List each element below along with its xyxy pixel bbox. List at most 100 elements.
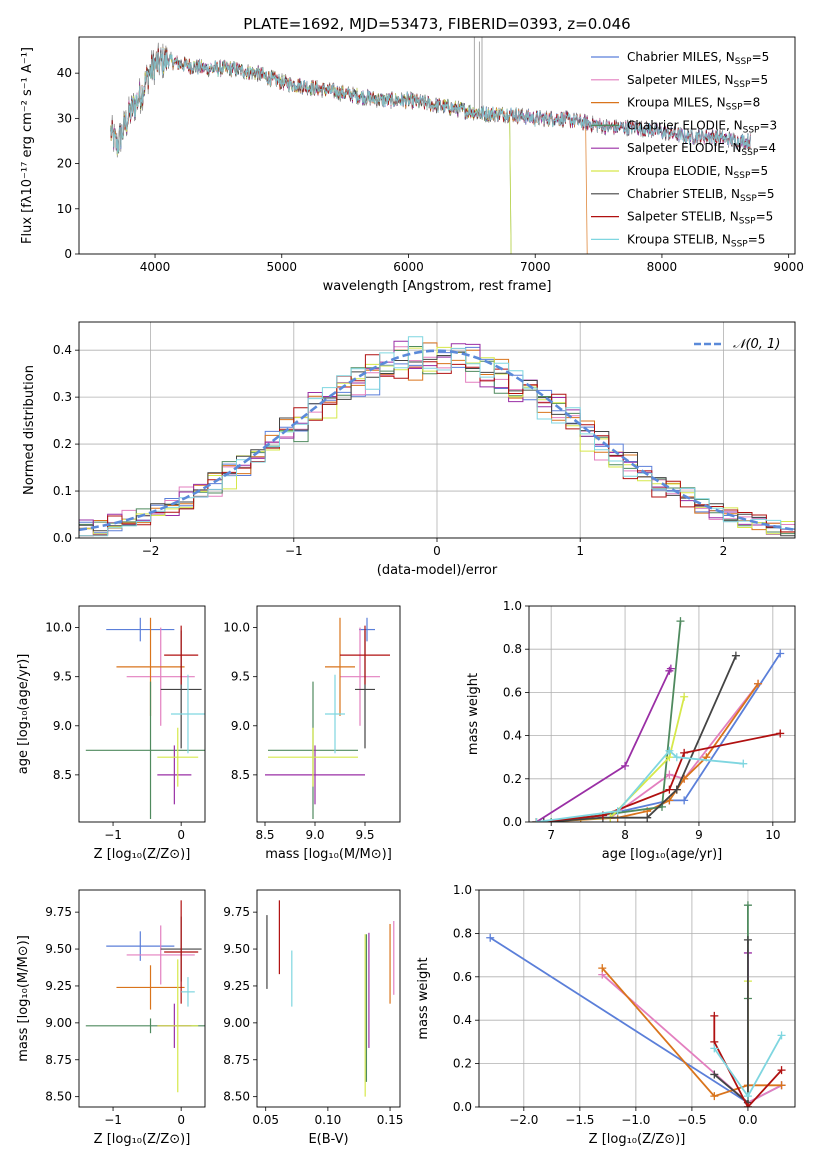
x-tick-label: −1 [285,544,303,558]
axes-frame [78,36,796,255]
data-point-marker [710,1011,719,1020]
y-tick-label: 0.4 [503,729,522,743]
y-tick-label: 8.50 [45,1090,72,1104]
panel-age_vs_mass: 8.5 9.0 9.5 8.5 9.0 9.5 10.0 mass [log₁₀(M/M⊙)] [223,605,401,862]
x-tick-label: −2.0 [509,1113,538,1127]
y-tick-label: 9.0 [53,719,72,733]
x-axis-label: mass [log₁₀(M/M⊙)] [265,847,392,862]
y-axis-label: age [log₁₀(age/yr)] [16,654,31,775]
legend-label: Kroupa ELODIE, NSSP=5 [627,164,768,181]
x-tick-label: 0 [433,544,441,558]
data-point-marker [743,1103,752,1107]
x-tick-label: 6000 [393,260,424,274]
x-axis-label: (data-model)/error [377,563,498,578]
x-tick-label: 0 [177,828,185,842]
errorbar-point [181,977,195,1007]
y-tick-label: 9.50 [223,942,250,956]
data-point-marker [486,933,495,942]
x-tick-label: 9000 [773,260,804,274]
x-tick-label: 9 [695,828,703,842]
errorbar-point [170,674,205,754]
axes-frame [478,889,796,1108]
data-point-marker [710,1044,719,1053]
y-tick-label: 0.0 [503,815,522,829]
y-tick-label: 8.75 [45,1053,72,1067]
panel-mass_vs_Z: −1 0 8.50 8.75 9.00 9.25 9.50 9.75 Z [log₁₀(Z/Z⊙… [16,889,206,1147]
data-point-marker [539,818,548,822]
x-tick-label: 0 [177,1113,185,1127]
legend: Chabrier MILES, NSSP=5 Salpeter MILES, NS… [591,50,777,249]
y-axis-label: mass [log₁₀(M/M⊙)] [16,935,31,1062]
y-tick-label: 9.25 [45,979,72,993]
axes-frame [78,321,796,539]
legend-label: Salpeter MILES, NSSP=5 [627,73,768,90]
x-tick-label: −1 [104,828,122,842]
x-tick-label: −1.5 [565,1113,594,1127]
x-axis-label: wavelength [Angstrom, rest frame] [323,279,552,294]
errorbar-point [85,681,205,820]
y-tick-label: 0.2 [53,437,72,451]
plot-area [85,900,205,1093]
data-point-marker [665,770,674,779]
data-point-marker [643,813,652,822]
errorbar-point [340,627,380,726]
data-point-marker [739,759,748,768]
data-point-marker [532,818,541,822]
figure-title: PLATE=1692, MJD=53473, FIBERID=0393, z=0… [243,15,630,33]
panel-mass_weight_vs_Z: −2.0 −1.5 −1.0 −0.5 0.0 0.0 0.2 0.4 0.6 0.8 1.0 Z [… [416,883,796,1147]
axes-frame [256,889,401,1108]
panel-mass_vs_ebv: 0.05 0.10 0.15 8.50 8.75 9.00 9.25 9.50 9.75 E(B-… [223,889,404,1147]
panel-spectrum: 4000 5000 6000 7000 8000 9000 0 10 20 30 40 wavelen… [20,36,804,294]
y-tick-label: 8.50 [223,1090,250,1104]
x-tick-label: 0.15 [377,1113,404,1127]
x-tick-label: 0.05 [252,1113,279,1127]
series-line [536,653,781,822]
y-tick-label: 0.3 [53,390,72,404]
errorbar-point [106,617,175,642]
errorbar-point [106,931,175,961]
y-tick-label: 8.75 [223,1053,250,1067]
errorbar-point [126,627,195,726]
x-tick-label: 7 [547,828,555,842]
errorbar-point [164,900,199,1004]
data-point-marker [676,617,685,626]
y-tick-label: 20 [57,157,72,171]
series-line [713,1015,783,1107]
errorbar-point [157,727,199,787]
data-point-marker [777,1031,786,1040]
data-point-marker [776,729,785,738]
plot-area [85,617,205,820]
plot-area [110,37,751,254]
y-tick-label: 0.1 [53,484,72,498]
y-axis-label: mass weight [416,957,431,1039]
data-point-marker [665,785,674,794]
errorbar-point [359,617,375,642]
model-kroupa-stelib [110,47,751,155]
axes-frame [78,889,206,1108]
y-tick-label: 10 [57,202,72,216]
errorbar-point [325,674,345,754]
data-point-marker [710,1070,719,1079]
x-tick-label: 9.5 [355,828,374,842]
y-tick-label: 0 [64,247,72,261]
x-tick-label: 2 [720,544,728,558]
errorbar-point [157,745,192,805]
x-tick-label: 9.0 [305,828,324,842]
errorbar-point [157,959,199,1093]
series-line [601,967,782,1098]
data-point-marker [680,796,689,805]
legend-label: Chabrier MILES, NSSP=5 [627,50,769,67]
data-point-marker [680,692,689,701]
y-tick-label: 9.00 [223,1016,250,1030]
data-point-marker [777,1081,786,1090]
errorbar-point [126,925,195,985]
y-tick-label: 9.75 [223,905,250,919]
data-point-marker [776,649,785,658]
x-tick-label: 0.10 [315,1113,342,1127]
x-tick-label: 10 [765,828,780,842]
errorbar-point [116,965,185,1010]
x-tick-label: 5000 [266,260,297,274]
data-point-marker [621,761,630,770]
x-axis-label: Z [log₁₀(Z/Z⊙)] [589,1132,686,1147]
data-point-marker [672,785,681,794]
